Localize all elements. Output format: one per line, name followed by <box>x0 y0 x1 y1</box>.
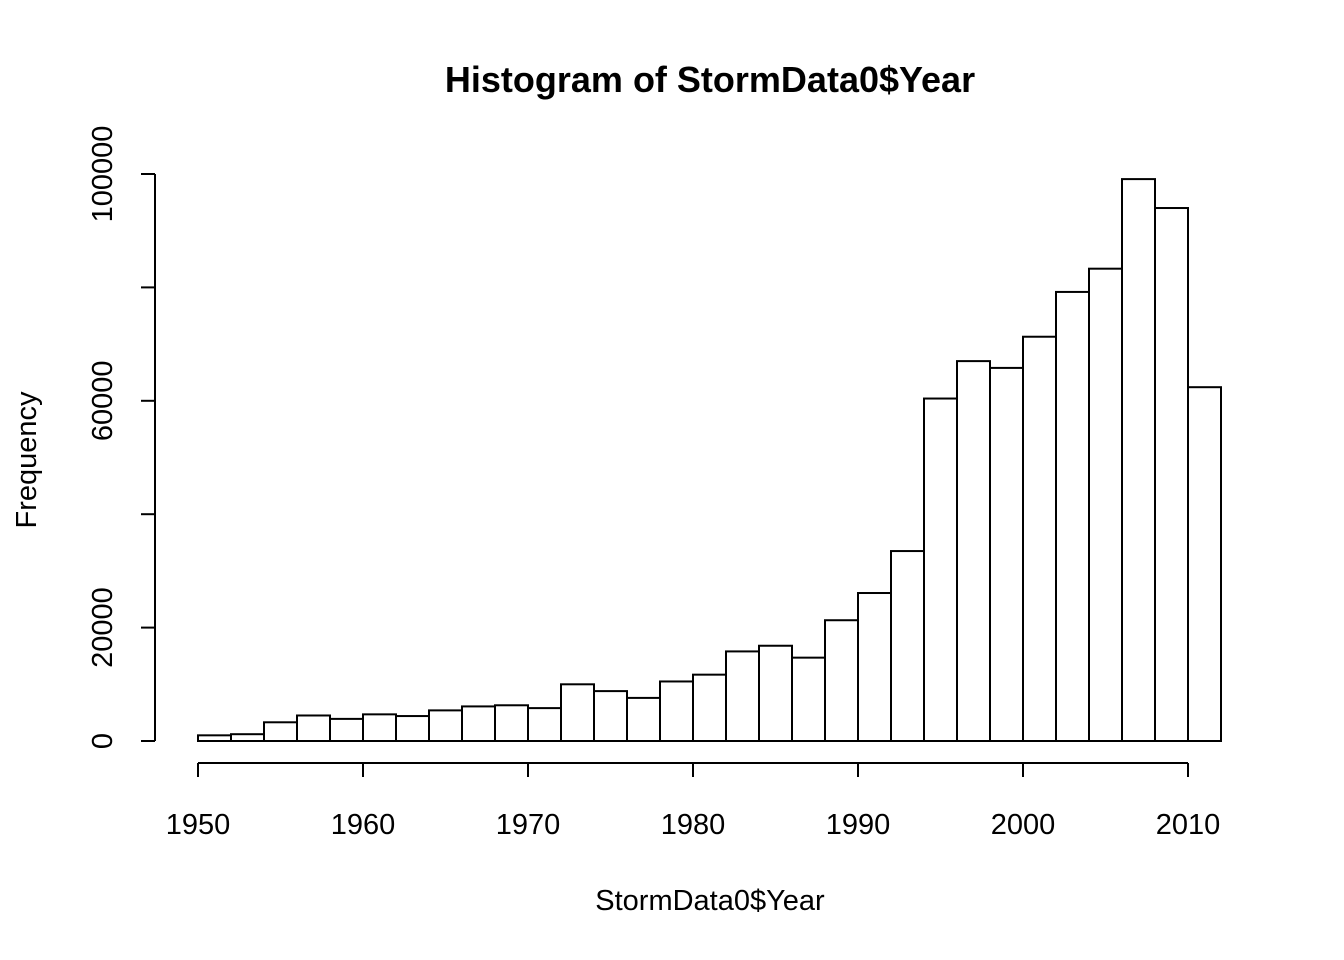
histogram-bar-2004 <box>1088 267 1123 742</box>
histogram-bar-1988 <box>824 619 859 742</box>
y-tick-label-20000: 20000 <box>87 587 119 668</box>
histogram-bar-1960 <box>362 713 397 743</box>
histogram-bar-1964 <box>428 709 463 743</box>
x-tick-label-1950: 1950 <box>166 809 231 841</box>
x-tick-label-1990: 1990 <box>826 809 891 841</box>
histogram-bar-1972 <box>560 683 595 742</box>
histogram-bar-2010 <box>1187 386 1222 742</box>
y-tick-label-60000: 60000 <box>87 360 119 441</box>
histogram-bar-1984 <box>758 644 793 743</box>
histogram-bar-1974 <box>593 690 628 743</box>
histogram-bar-1970 <box>527 707 562 743</box>
histogram-bar-1982 <box>725 650 760 742</box>
histogram-bar-1950 <box>197 734 232 743</box>
histogram-bar-1958 <box>329 717 364 743</box>
histogram-bar-1976 <box>626 696 661 743</box>
y-axis-label: Frequency <box>11 391 43 529</box>
histogram-bar-1954 <box>263 721 298 743</box>
y-tick-label-0: 0 <box>87 733 119 749</box>
histogram-bar-1962 <box>395 715 430 743</box>
histogram-bar-1998 <box>989 366 1024 742</box>
x-axis-label: StormData0$Year <box>595 885 825 917</box>
histogram-bar-1996 <box>956 360 991 742</box>
histogram-bar-1980 <box>692 673 727 743</box>
histogram-bar-2002 <box>1055 290 1090 742</box>
histogram-bar-1992 <box>890 550 925 742</box>
chart-title: Histogram of StormData0$Year <box>445 59 975 100</box>
histogram-bar-1978 <box>659 680 694 743</box>
y-tick-label-100000: 100000 <box>87 126 119 223</box>
histogram-bar-1966 <box>461 705 496 743</box>
x-axis: 1950 1960 1970 1980 1990 2000 2010 <box>166 762 1221 841</box>
x-tick-label-2010: 2010 <box>1156 809 1221 841</box>
histogram-bar-1990 <box>857 592 892 742</box>
bars-group <box>197 178 1222 743</box>
x-tick-label-2000: 2000 <box>991 809 1056 841</box>
histogram-bar-1956 <box>296 714 331 742</box>
histogram-bar-2000 <box>1022 335 1057 742</box>
x-tick-label-1980: 1980 <box>661 809 726 841</box>
histogram-bar-2008 <box>1154 207 1189 742</box>
histogram-bar-1994 <box>923 397 958 742</box>
histogram-bar-1952 <box>230 733 265 742</box>
histogram-bar-1986 <box>791 656 826 742</box>
x-tick-label-1970: 1970 <box>496 809 561 841</box>
x-tick-label-1960: 1960 <box>331 809 396 841</box>
histogram-bar-2006 <box>1121 178 1156 742</box>
y-axis: 0 20000 60000 100000 <box>87 126 156 749</box>
histogram-bar-1968 <box>494 704 529 742</box>
